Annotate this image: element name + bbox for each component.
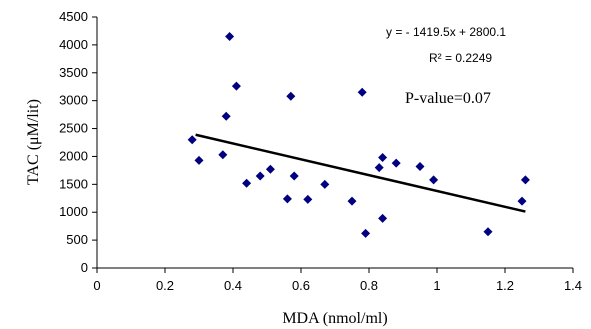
data-point <box>221 111 231 121</box>
p-value-annotation: P-value=0.07 <box>405 90 491 107</box>
data-point <box>231 81 241 91</box>
data-point <box>242 178 252 188</box>
data-point <box>361 228 371 238</box>
data-point <box>483 227 493 237</box>
data-point <box>374 163 384 173</box>
data-point <box>429 175 439 185</box>
y-tick-label: 1500 <box>59 176 88 191</box>
y-axis-ticks: 0 500 1000 1500 2000 2500 3000 3500 4000 4500 <box>59 9 97 275</box>
data-point <box>357 87 367 97</box>
x-tick-label: 0 <box>93 278 100 293</box>
data-point <box>517 196 527 206</box>
x-tick-label: 0.2 <box>156 278 174 293</box>
data-point <box>289 171 299 181</box>
x-tick-label: 0.4 <box>224 278 242 293</box>
data-point <box>303 194 313 204</box>
y-tick-label: 0 <box>81 260 88 275</box>
r-squared-annotation: R² = 0.2249 <box>429 51 492 65</box>
data-point <box>218 150 228 160</box>
data-point <box>225 32 235 42</box>
data-point <box>378 213 388 223</box>
data-points <box>187 32 530 238</box>
y-tick-label: 500 <box>66 232 88 247</box>
x-tick-label: 1 <box>433 278 440 293</box>
data-point <box>415 161 425 171</box>
y-tick-label: 3000 <box>59 93 88 108</box>
data-point <box>378 153 388 163</box>
x-axis-title: MDA (nmol/ml) <box>282 310 387 327</box>
x-tick-label: 1.4 <box>564 278 582 293</box>
y-tick-label: 4500 <box>59 9 88 24</box>
y-tick-label: 1000 <box>59 204 88 219</box>
data-point <box>187 135 197 145</box>
data-point <box>320 179 330 189</box>
x-tick-label: 0.6 <box>292 278 310 293</box>
x-tick-label: 0.8 <box>360 278 378 293</box>
equation-annotation: y = - 1419.5x + 2800.1 <box>386 25 506 39</box>
data-point <box>391 158 401 168</box>
y-tick-label: 2000 <box>59 148 88 163</box>
x-axis-ticks: 0 0.2 0.4 0.6 0.8 1 1.2 1.4 <box>93 268 582 293</box>
data-point <box>255 171 265 181</box>
data-point <box>286 91 296 101</box>
y-tick-label: 2500 <box>59 121 88 136</box>
data-point <box>520 175 530 185</box>
data-point <box>347 196 357 206</box>
data-point <box>194 155 204 165</box>
x-tick-label: 1.2 <box>496 278 514 293</box>
y-axis-title: TAC (μM/lit) <box>25 99 42 185</box>
data-point <box>282 194 292 204</box>
trend-line <box>195 133 526 213</box>
data-point <box>265 164 275 174</box>
y-tick-label: 3500 <box>59 65 88 80</box>
y-tick-label: 4000 <box>59 37 88 52</box>
